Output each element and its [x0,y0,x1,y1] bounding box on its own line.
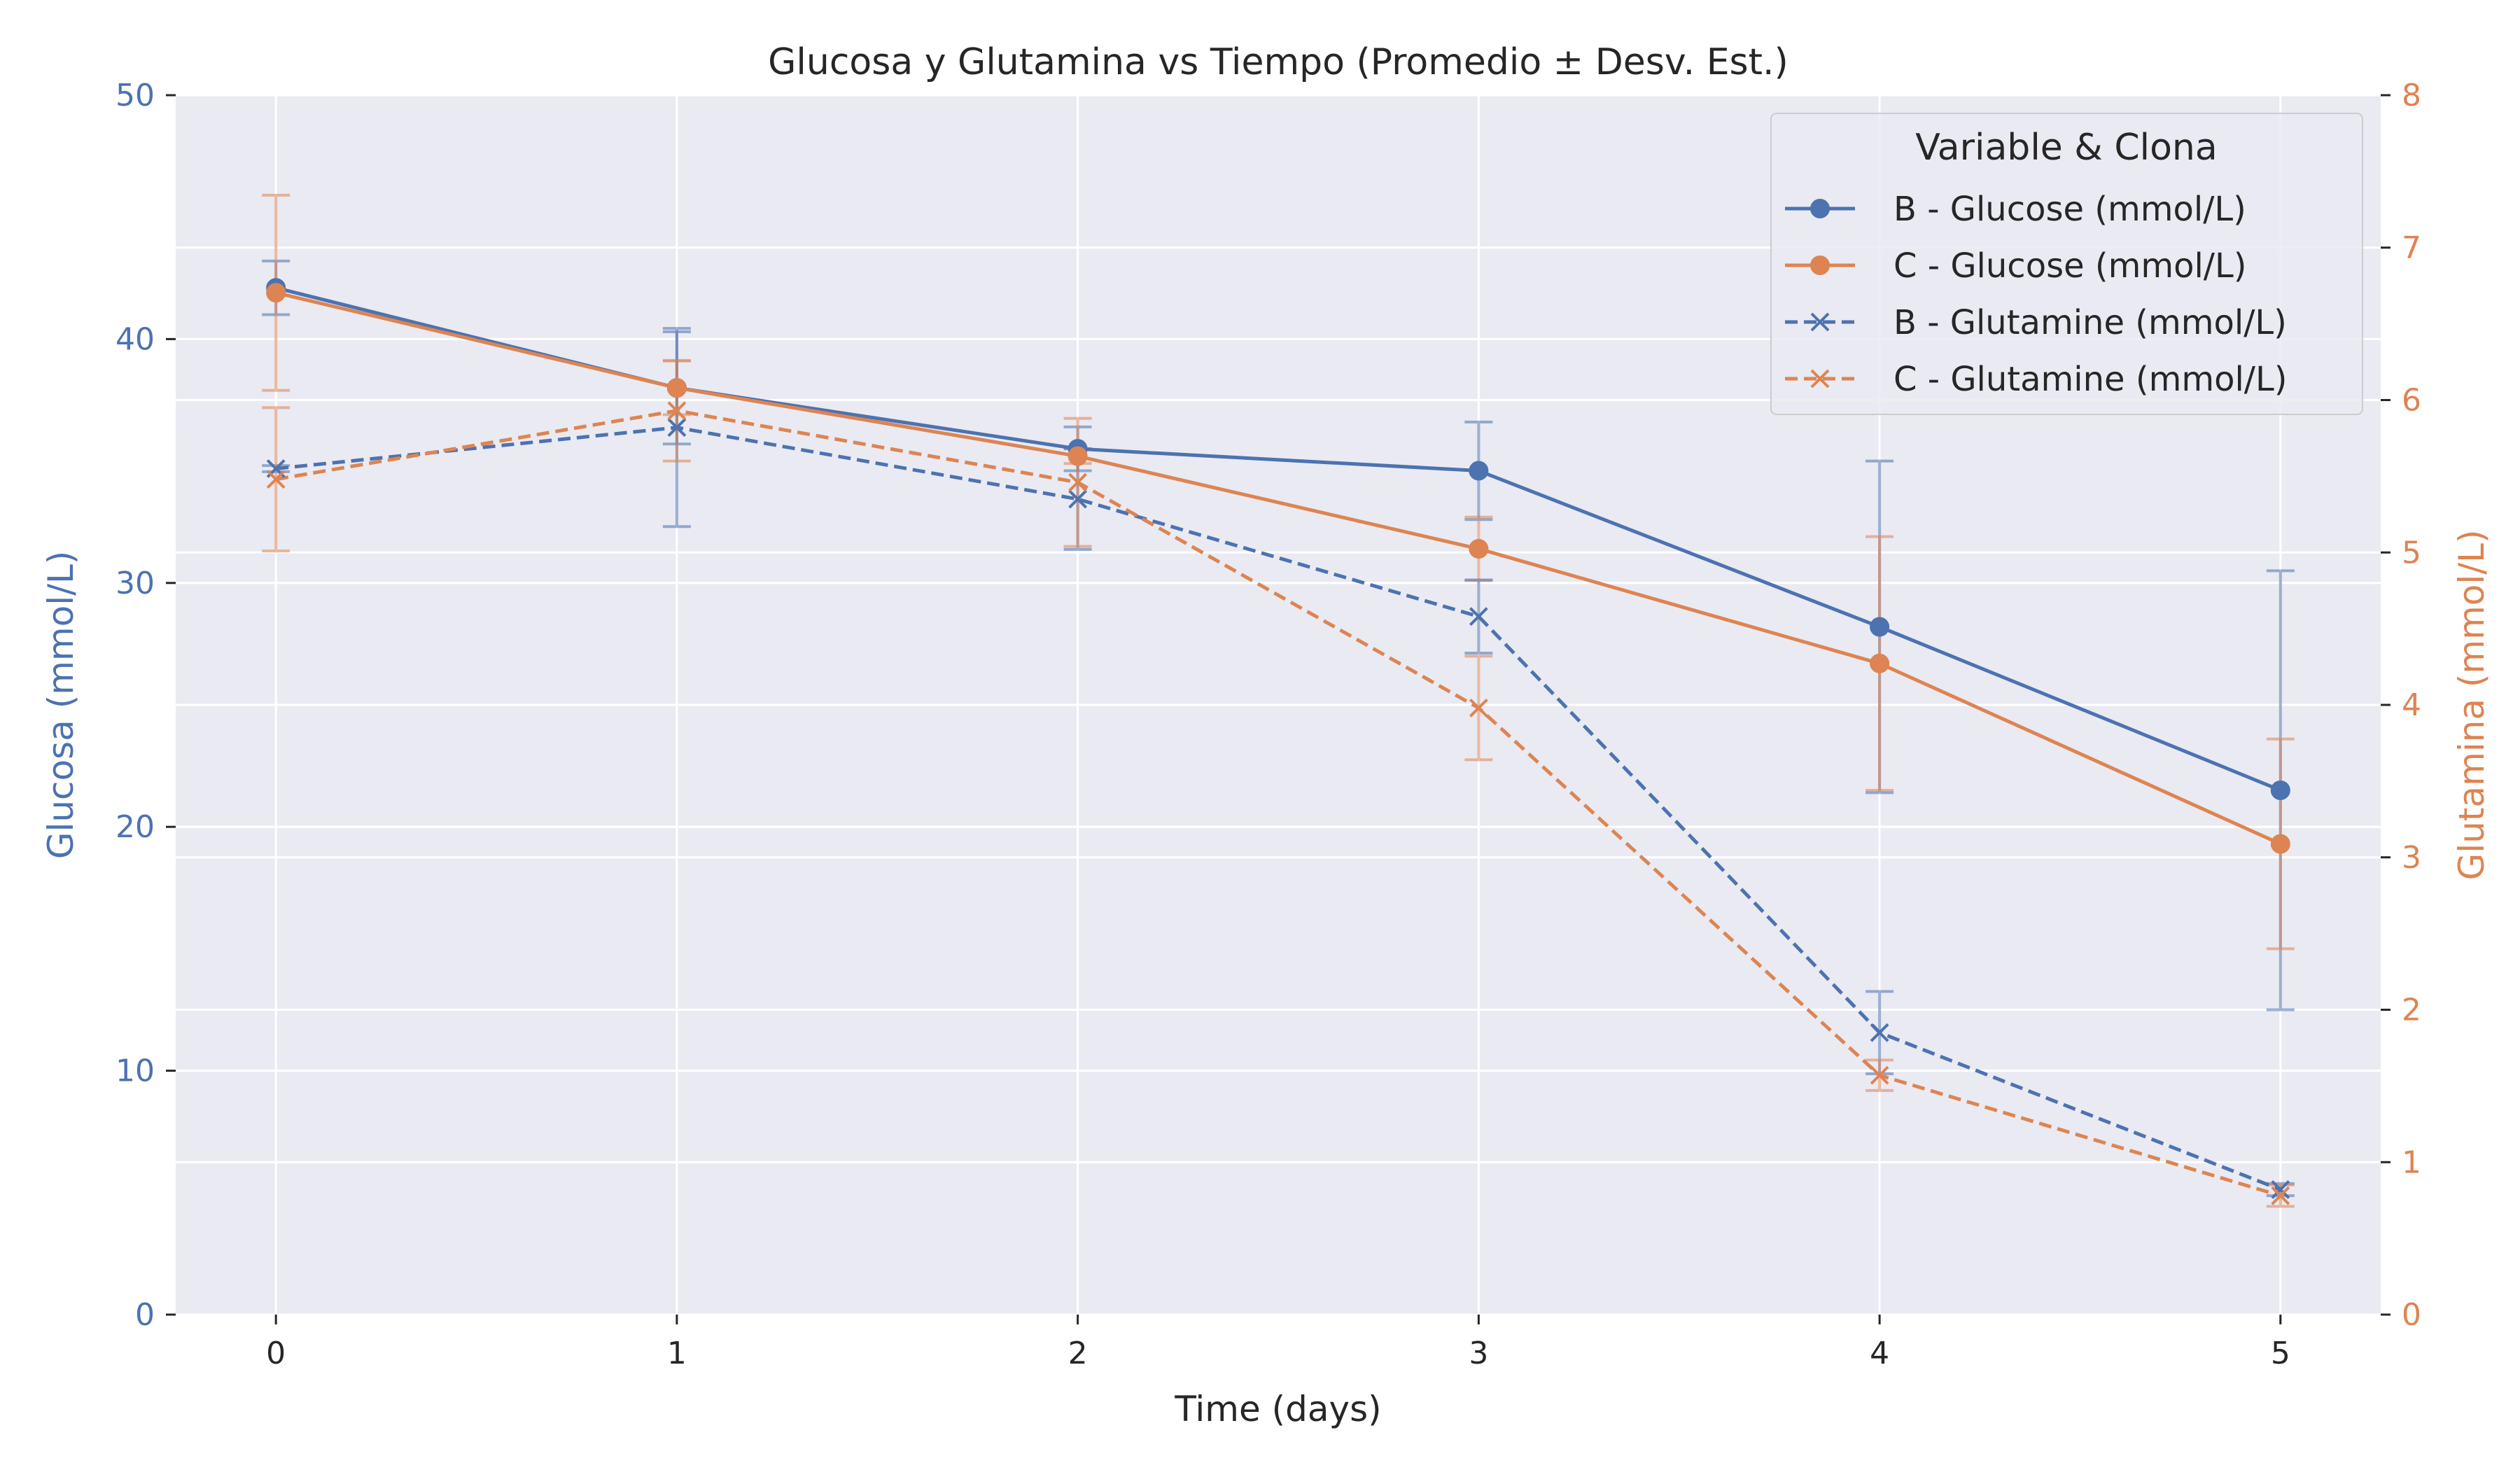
x-tick-label: 0 [266,1336,286,1371]
point-c-glutamine-mmol-l [1469,698,1488,718]
y-left-tick-label: 0 [135,1297,155,1333]
point-b-glutamine-mmol-l [667,418,687,438]
series-line-c-glucose-mmol-l [275,290,2281,846]
point-c-glucose-mmol-l [666,378,687,398]
y-left-tick-label: 50 [115,78,155,113]
series-line-b-glutamine-mmol-l [275,426,2281,1191]
y-right-tick-label: 3 [2402,840,2421,876]
point-c-glucose-mmol-l [2270,834,2290,854]
y-right-tick-label: 7 [2402,230,2421,266]
point-b-glucose-mmol-l [1870,617,1890,637]
y-right-tick-label: 0 [2402,1297,2421,1333]
point-legend-marker [1810,255,1830,275]
y-left-tick-label: 10 [115,1054,155,1089]
point-b-glucose-mmol-l [1469,461,1489,481]
x-tick-label: 2 [1068,1336,1088,1371]
y-right-tick-label: 2 [2402,993,2421,1028]
legend-entry: B - Glucose (mmol/L) [1785,190,2246,229]
y-left-tick-label: 40 [115,321,155,357]
point-legend-marker [1810,369,1830,388]
point-b-glutamine-mmol-l [1469,607,1488,626]
point-c-glucose-mmol-l [1068,446,1088,466]
series-markers [266,278,2290,1205]
legend-label: C - Glucose (mmol/L) [1893,246,2246,286]
legend-label: B - Glutamine (mmol/L) [1893,303,2287,342]
point-b-glucose-mmol-l [2270,780,2290,800]
point-c-glucose-mmol-l [1870,653,1890,673]
y-right-tick-label: 4 [2402,687,2421,723]
legend: Variable & Clona B - Glucose (mmol/L) C -… [1770,113,2363,415]
y-axis-right-label: Glutamina (mmol/L) [2451,529,2492,880]
point-c-glucose-mmol-l [1469,539,1489,559]
y-axis-left-label: Glucosa (mmol/L) [41,551,81,860]
point-c-glutamine-mmol-l [1870,1065,1889,1085]
y-right-tick-label: 5 [2402,535,2421,570]
legend-box [1770,113,2363,415]
y-right-tick-label: 1 [2402,1144,2421,1180]
series-lines [275,286,2281,1198]
y-right-tick-label: 6 [2402,383,2421,419]
point-b-glutamine-mmol-l [1870,1023,1889,1042]
series-line-c-glutamine-mmol-l [275,409,2281,1198]
point-b-glutamine-mmol-l [2271,1180,2290,1199]
x-tick-label: 5 [2271,1336,2290,1371]
x-tick-label: 1 [667,1336,687,1371]
x-axis-label: Time (days) [1174,1389,1381,1429]
legend-items: B - Glucose (mmol/L) C - Glucose (mmol/L)… [1785,190,2287,399]
point-legend-marker [1810,312,1830,332]
x-tick-label: 3 [1469,1336,1488,1371]
point-c-glutamine-mmol-l [2271,1186,2290,1205]
legend-label: C - Glutamine (mmol/L) [1893,360,2287,399]
legend-entry: C - Glucose (mmol/L) [1785,246,2246,286]
x-tick-label: 4 [1870,1336,1889,1371]
point-c-glutamine-mmol-l [1068,472,1088,492]
point-c-glucose-mmol-l [266,283,286,303]
legend-entry: C - Glutamine (mmol/L) [1785,360,2287,399]
y-right-tick-label: 8 [2402,78,2421,113]
y-left-tick-label: 30 [115,566,155,601]
point-c-glutamine-mmol-l [266,470,286,489]
chart-title: Glucosa y Glutamina vs Tiempo (Promedio … [768,41,1788,83]
point-legend-marker [1810,199,1830,218]
point-c-glutamine-mmol-l [667,401,687,421]
legend-label: B - Glucose (mmol/L) [1893,190,2246,229]
point-b-glutamine-mmol-l [1068,489,1088,509]
legend-entry: B - Glutamine (mmol/L) [1785,303,2287,342]
legend-title: Variable & Clona [1915,127,2218,169]
y-left-tick-label: 20 [115,809,155,845]
